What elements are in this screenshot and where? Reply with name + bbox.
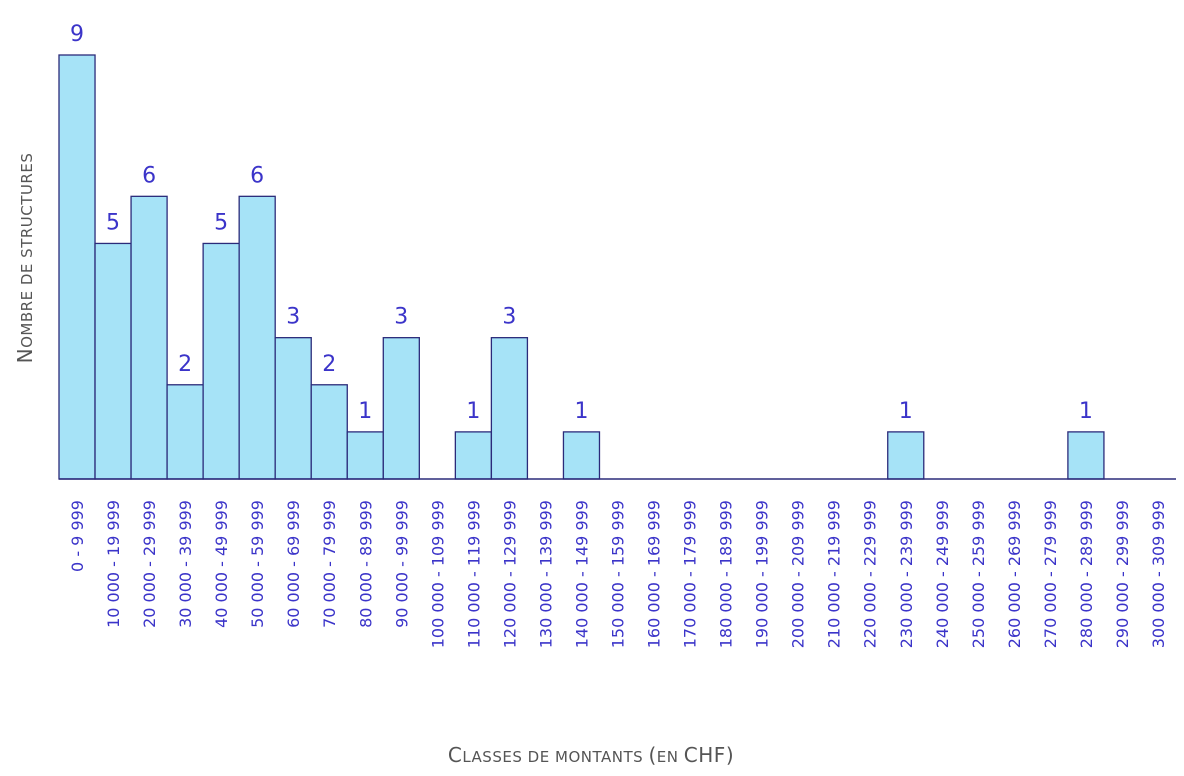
x-tick-label-8: 80 000 - 89 999 — [356, 500, 375, 628]
x-tick-label-24: 240 000 - 249 999 — [933, 500, 952, 648]
x-tick-labels-group: 0 - 9 999 10 000 - 19 999 20 000 - 29 999 3… — [68, 500, 1168, 648]
x-tick-label-0: 0 - 9 999 — [68, 500, 87, 572]
value-label-14: 1 — [574, 399, 588, 424]
bar-3 — [166, 384, 204, 480]
value-label-1: 5 — [106, 210, 120, 235]
x-tick-label-19: 190 000 - 199 999 — [753, 500, 772, 648]
x-tick-label-29: 290 000 - 299 999 — [1113, 500, 1132, 648]
value-label-6: 3 — [286, 305, 300, 330]
value-label-9: 3 — [394, 305, 408, 330]
bar-1 — [94, 242, 132, 480]
y-axis-title: NOMBRE DE STRUCTURES — [13, 153, 37, 364]
x-tick-label-12: 120 000 - 129 999 — [500, 500, 519, 648]
value-label-0: 9 — [70, 22, 84, 47]
bar-2 — [130, 195, 168, 480]
x-tick-label-15: 150 000 - 159 999 — [609, 500, 628, 648]
bar-12 — [490, 337, 529, 480]
bar-14 — [562, 431, 601, 480]
bars-group — [58, 54, 1105, 480]
x-tick-label-1: 10 000 - 19 999 — [104, 500, 123, 628]
value-label-12: 3 — [502, 305, 516, 330]
x-tick-label-28: 280 000 - 289 999 — [1077, 500, 1096, 648]
x-tick-label-9: 90 000 - 99 999 — [392, 500, 411, 628]
bar-11 — [454, 431, 493, 480]
x-tick-label-30: 300 000 - 309 999 — [1149, 500, 1168, 648]
x-tick-label-21: 210 000 - 219 999 — [825, 500, 844, 648]
x-tick-label-13: 130 000 - 139 999 — [536, 500, 555, 648]
value-label-2: 6 — [142, 163, 156, 188]
bar-7 — [310, 384, 348, 480]
bar-6 — [274, 337, 312, 480]
x-axis-title: CLASSES DE MONTANTS (EN CHF) — [448, 743, 734, 767]
value-label-8: 1 — [358, 399, 372, 424]
x-tick-label-20: 200 000 - 209 999 — [789, 500, 808, 648]
bar-4 — [202, 242, 240, 480]
value-label-3: 2 — [178, 352, 192, 377]
bar-28 — [1067, 431, 1105, 480]
bar-0 — [58, 54, 96, 480]
bar-9 — [382, 337, 420, 480]
x-tick-label-10: 100 000 - 109 999 — [428, 500, 447, 648]
x-tick-label-22: 220 000 - 229 999 — [861, 500, 880, 648]
value-label-7: 2 — [322, 352, 336, 377]
x-tick-label-17: 170 000 - 179 999 — [681, 500, 700, 648]
bar-8 — [346, 431, 384, 480]
x-tick-label-18: 180 000 - 189 999 — [717, 500, 736, 648]
bar-5 — [238, 195, 276, 480]
x-tick-label-2: 20 000 - 29 999 — [140, 500, 159, 628]
value-label-28: 1 — [1079, 399, 1093, 424]
x-tick-label-16: 160 000 - 169 999 — [645, 500, 664, 648]
x-tick-label-7: 70 000 - 79 999 — [320, 500, 339, 628]
x-tick-label-3: 30 000 - 39 999 — [176, 500, 195, 628]
x-tick-label-26: 260 000 - 269 999 — [1005, 500, 1024, 648]
x-tick-label-6: 60 000 - 69 999 — [284, 500, 303, 628]
value-label-5: 6 — [250, 163, 264, 188]
value-label-11: 1 — [466, 399, 480, 424]
x-tick-label-5: 50 000 - 59 999 — [248, 500, 267, 628]
x-tick-label-23: 230 000 - 239 999 — [897, 500, 916, 648]
bar-23 — [887, 431, 925, 480]
value-label-4: 5 — [214, 210, 228, 235]
x-tick-label-4: 40 000 - 49 999 — [212, 500, 231, 628]
x-tick-label-11: 110 000 - 119 999 — [464, 500, 483, 648]
x-tick-label-14: 140 000 - 149 999 — [572, 500, 591, 648]
x-tick-label-25: 250 000 - 259 999 — [969, 500, 988, 648]
x-tick-label-27: 270 000 - 279 999 — [1041, 500, 1060, 648]
value-label-23: 1 — [899, 399, 913, 424]
